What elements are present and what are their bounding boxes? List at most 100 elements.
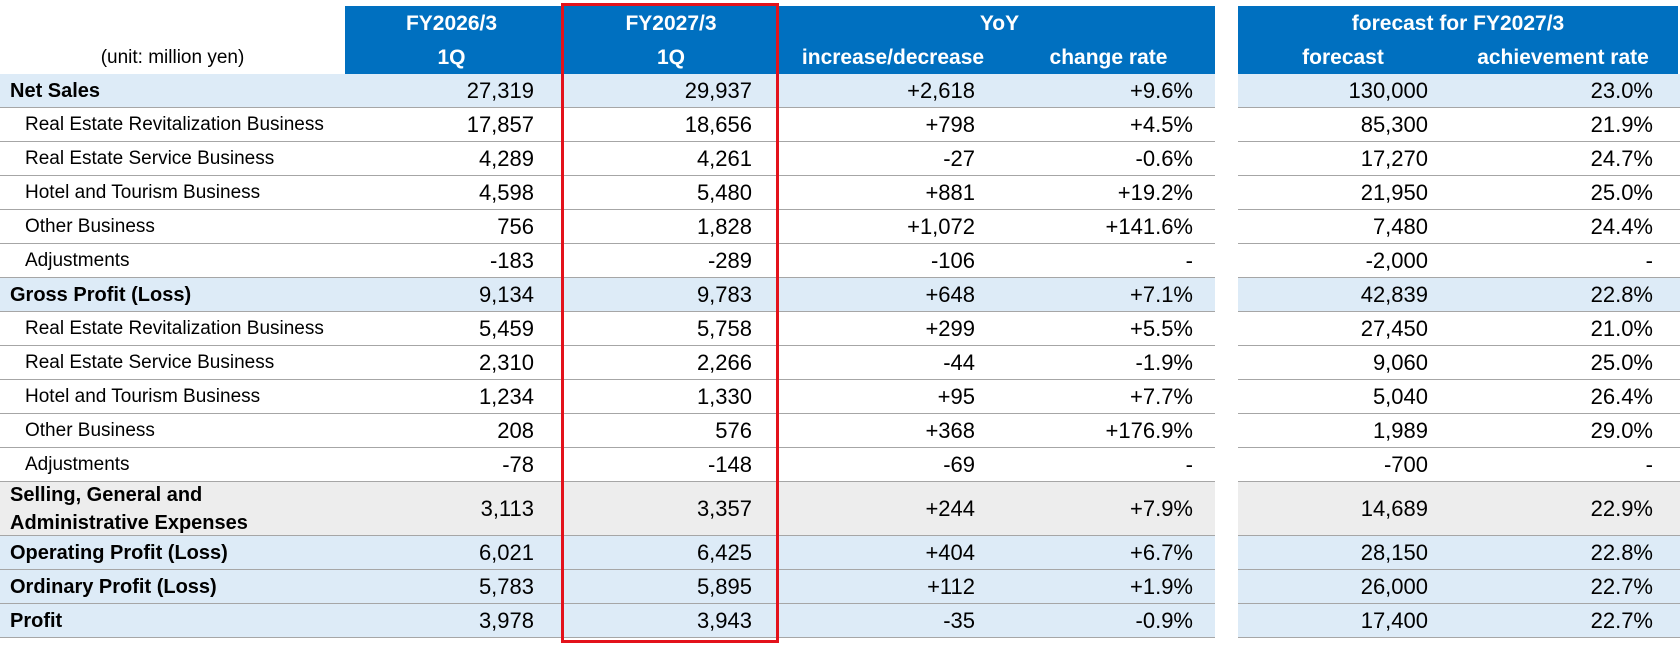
header-curr-quarter: 1Q <box>558 42 784 74</box>
cell-curr: 1,330 <box>696 384 752 409</box>
row-label: Net Sales <box>10 80 101 102</box>
cell-curr: 576 <box>715 418 752 443</box>
cell-prev: 27,319 <box>466 78 534 103</box>
cell-change: +404 <box>925 540 975 565</box>
row-label: Other Business <box>25 216 155 237</box>
row-label: Real Estate Service Business <box>25 148 275 169</box>
table-row: Adjustments -183 -289 -106 - -2,000 - <box>0 244 1680 278</box>
row-band <box>1238 536 1680 570</box>
table-row: Profit 3,978 3,943 -35 -0.9% 17,400 22.7% <box>0 604 1680 638</box>
row-divider <box>1238 311 1680 312</box>
cell-forecast: 85,300 <box>1360 112 1428 137</box>
row-label: Adjustments <box>25 250 130 271</box>
table-row: Selling, General and Administrative Expe… <box>0 482 1680 536</box>
cell-rate: -1.9% <box>1135 350 1193 375</box>
row-divider <box>1238 535 1680 536</box>
cell-prev: 6,021 <box>478 540 534 565</box>
row-divider <box>0 243 1215 244</box>
cell-forecast: 5,040 <box>1372 384 1428 409</box>
row-divider <box>1238 569 1680 570</box>
cell-achievement: 25.0% <box>1590 180 1653 205</box>
row-divider <box>1238 481 1680 482</box>
row-divider <box>1238 277 1680 278</box>
row-divider <box>1238 637 1680 638</box>
cell-rate: +4.5% <box>1130 112 1193 137</box>
table-row: Gross Profit (Loss) 9,134 9,783 +648 +7.1% 42… <box>0 278 1680 312</box>
cell-prev: 208 <box>497 418 534 443</box>
unit-label: (unit: million yen) <box>100 47 245 68</box>
header-yoy: YoY <box>784 6 1215 42</box>
cell-forecast: 130,000 <box>1348 78 1428 103</box>
row-label: Hotel and Tourism Business <box>25 386 261 407</box>
cell-change: +648 <box>925 282 975 307</box>
cell-rate: +7.7% <box>1130 384 1193 409</box>
cell-achievement: 22.8% <box>1590 282 1653 307</box>
cell-achievement: 22.9% <box>1590 496 1653 521</box>
row-divider <box>1238 175 1680 176</box>
row-divider <box>0 413 1215 414</box>
cell-rate: +6.7% <box>1130 540 1193 565</box>
cell-change: -44 <box>943 350 975 375</box>
cell-forecast: 7,480 <box>1372 214 1428 239</box>
cell-change: +881 <box>925 180 975 205</box>
cell-forecast: 17,270 <box>1360 146 1428 171</box>
row-label: Gross Profit (Loss) <box>10 284 192 306</box>
cell-achievement: 25.0% <box>1590 350 1653 375</box>
row-label: Selling, General and Administrative Expe… <box>10 484 248 534</box>
row-label: Other Business <box>25 420 155 441</box>
header-forecast: forecast <box>1238 42 1448 74</box>
row-divider <box>0 603 1215 604</box>
cell-forecast: 14,689 <box>1360 496 1428 521</box>
cell-rate: +7.9% <box>1130 496 1193 521</box>
row-band <box>0 278 1215 312</box>
cell-achievement: 29.0% <box>1590 418 1653 443</box>
row-label: Profit <box>10 610 63 632</box>
cell-rate: +176.9% <box>1105 418 1193 443</box>
cell-rate: - <box>1185 452 1193 477</box>
cell-prev: 5,783 <box>478 574 534 599</box>
cell-curr: -289 <box>707 248 752 273</box>
cell-rate: -0.9% <box>1135 608 1193 633</box>
cell-forecast: -2,000 <box>1365 248 1428 273</box>
row-divider <box>0 481 1215 482</box>
row-band <box>1238 570 1680 604</box>
cell-curr: 9,783 <box>696 282 752 307</box>
row-band <box>1238 74 1680 108</box>
row-label: Real Estate Revitalization Business <box>25 318 324 339</box>
cell-change: +1,072 <box>907 214 975 239</box>
cell-change: +95 <box>937 384 975 409</box>
cell-achievement: 24.4% <box>1590 214 1653 239</box>
row-band <box>0 570 1215 604</box>
cell-curr: 2,266 <box>696 350 752 375</box>
cell-forecast: 26,000 <box>1360 574 1428 599</box>
row-label: Real Estate Revitalization Business <box>25 114 324 135</box>
cell-achievement: 22.8% <box>1590 540 1653 565</box>
row-divider <box>1238 107 1680 108</box>
cell-rate: +19.2% <box>1117 180 1193 205</box>
cell-curr: 3,943 <box>696 608 752 633</box>
cell-achievement: 21.0% <box>1590 316 1653 341</box>
cell-prev: 756 <box>497 214 534 239</box>
row-divider <box>0 209 1215 210</box>
cell-change: -106 <box>930 248 975 273</box>
row-label: Ordinary Profit (Loss) <box>10 576 217 598</box>
table-row: Hotel and Tourism Business 4,598 5,480 +881… <box>0 176 1680 210</box>
cell-achievement: 26.4% <box>1590 384 1653 409</box>
cell-curr: -148 <box>707 452 752 477</box>
cell-forecast: 21,950 <box>1360 180 1428 205</box>
row-divider <box>1238 413 1680 414</box>
header-prev-period: FY2026/3 <box>345 6 558 42</box>
header-yoy-rate: change rate <box>1002 42 1215 74</box>
table-row: Other Business 208 576 +368 +176.9% 1,989 29.0… <box>0 414 1680 448</box>
table-row: Operating Profit (Loss) 6,021 6,425 +404 +6.… <box>0 536 1680 570</box>
row-divider <box>0 107 1215 108</box>
row-band <box>0 74 1215 108</box>
cell-curr: 6,425 <box>696 540 752 565</box>
row-divider <box>1238 141 1680 142</box>
cell-change: -35 <box>943 608 975 633</box>
row-divider <box>0 447 1215 448</box>
row-band <box>0 536 1215 570</box>
cell-rate: -0.6% <box>1135 146 1193 171</box>
cell-forecast: 1,989 <box>1372 418 1428 443</box>
cell-change: +368 <box>925 418 975 443</box>
